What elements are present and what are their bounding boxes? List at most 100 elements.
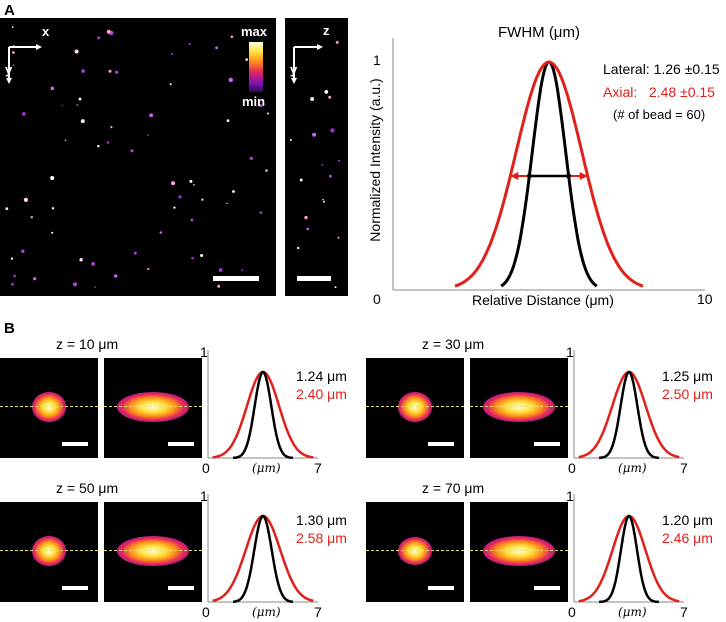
bead-dot [159, 231, 163, 234]
axis-y-label: y [290, 62, 298, 77]
axial-fwhm-value: 2.58 μm [296, 530, 347, 546]
bead-dot [321, 163, 324, 166]
x-axis-title: (μm) [252, 461, 281, 475]
bead-dot [230, 35, 234, 39]
bead-dot [97, 145, 100, 148]
scale-bar [534, 442, 560, 446]
profile-line [470, 550, 568, 551]
x-tick-0: 0 [202, 604, 210, 620]
z-plane-group: z = 30 μm 1 0 7 (μm) 1.25 μm 2.50 μm [366, 336, 726, 476]
xy-axis-arrows-icon [6, 44, 42, 84]
axis-y-label: y [5, 62, 13, 77]
mini-profile-chart [573, 350, 684, 460]
bead-dot [12, 64, 15, 67]
lateral-psf-image [0, 502, 98, 602]
bead-dot [322, 198, 324, 201]
bead-dot [74, 49, 79, 54]
psf-spot [32, 392, 66, 422]
yz-bead-image: z y [285, 18, 348, 296]
bead-dot [106, 29, 111, 34]
bead-dot [50, 86, 55, 91]
bead-dot [178, 195, 182, 199]
series-line-axial [454, 60, 644, 288]
fwhm-point [566, 173, 572, 179]
x-tick-0: 0 [202, 460, 210, 476]
y-tick-1: 1 [566, 344, 574, 360]
bead-dot [33, 277, 37, 281]
bead-dot [249, 156, 253, 160]
bead-dot [245, 58, 248, 61]
lateral-profile-line [232, 514, 294, 604]
profile-line [0, 550, 98, 551]
bead-dot [114, 274, 118, 278]
bead-dot [337, 236, 340, 239]
z-depth-label: z = 30 μm [422, 336, 485, 352]
bead-dots [289, 40, 340, 289]
lateral-fwhm-value: 1.20 μm [662, 512, 713, 528]
z-plane-group: z = 50 μm 1 0 7 (μm) 1.30 μm 2.58 μm [0, 480, 360, 620]
axial-psf-image [104, 358, 202, 458]
bead-dot [226, 119, 230, 123]
fwhm-point [526, 173, 532, 179]
bead-dot [328, 95, 332, 99]
axial-annotation: Axial: 2.48 ±0.15 [603, 84, 715, 100]
bead-dot [323, 200, 326, 203]
bead-dots [5, 26, 269, 288]
bead-dot [189, 179, 193, 183]
psf-spot [398, 392, 432, 422]
z-plane-group: z = 10 μm 1 0 7 (μm) 1.24 μm 2.40 μm [0, 336, 360, 476]
bead-dot [297, 246, 300, 250]
x-tick-7: 7 [680, 460, 688, 476]
bead-dot [265, 169, 268, 172]
psf-spot [117, 536, 189, 566]
profile-line [470, 406, 568, 407]
bead-dot [190, 218, 194, 222]
lateral-annotation: Lateral: 1.26 ±0.15 [603, 61, 720, 77]
bead-dot [193, 183, 195, 186]
psf-spot [483, 392, 555, 422]
bead-dot [149, 113, 154, 118]
bead-dot [218, 268, 223, 272]
axial-psf-image [104, 502, 202, 602]
bead-dot [5, 207, 9, 211]
bead-dot [188, 43, 191, 46]
colorbar [249, 42, 263, 92]
bead-dot [324, 90, 329, 94]
scale-bar [168, 586, 194, 590]
yz-axis-arrows-icon [291, 44, 323, 84]
bead-dot [94, 286, 96, 288]
bead-dot [76, 104, 79, 106]
z-depth-label: z = 50 μm [56, 480, 119, 496]
bead-dot [72, 282, 78, 287]
bead-dot [81, 69, 85, 73]
axial-psf-image [470, 502, 568, 602]
bead-dot [106, 141, 110, 144]
bead-dot [228, 77, 233, 83]
scale-bar [534, 586, 560, 590]
axis-z-label: z [323, 23, 330, 38]
bead-dot [335, 40, 339, 44]
bead-dot [201, 198, 204, 201]
bead-dot [241, 269, 244, 272]
bead-dot [91, 262, 95, 266]
bead-dot [79, 258, 83, 262]
x-axis-title: (μm) [618, 605, 647, 619]
x-tick-0: 0 [568, 460, 576, 476]
scale-bar [168, 442, 194, 446]
axial-fwhm-value: 2.50 μm [662, 386, 713, 402]
bead-count-annotation: (# of bead = 60) [613, 107, 706, 122]
lateral-profile-line [232, 370, 294, 460]
bead-dot [169, 83, 172, 86]
x-tick-7: 7 [314, 460, 322, 476]
bead-dot [108, 69, 112, 73]
bead-dot [334, 286, 337, 289]
z-depth-label: z = 10 μm [56, 336, 119, 352]
lateral-profile-line [599, 514, 659, 604]
bead-dot [217, 284, 221, 288]
colorbar-min-label: min [242, 94, 266, 109]
bead-dot [258, 104, 263, 108]
bead-dot [200, 254, 204, 257]
bead-dot [51, 207, 55, 210]
bead-dot [338, 159, 340, 162]
bead-dot [147, 134, 149, 137]
